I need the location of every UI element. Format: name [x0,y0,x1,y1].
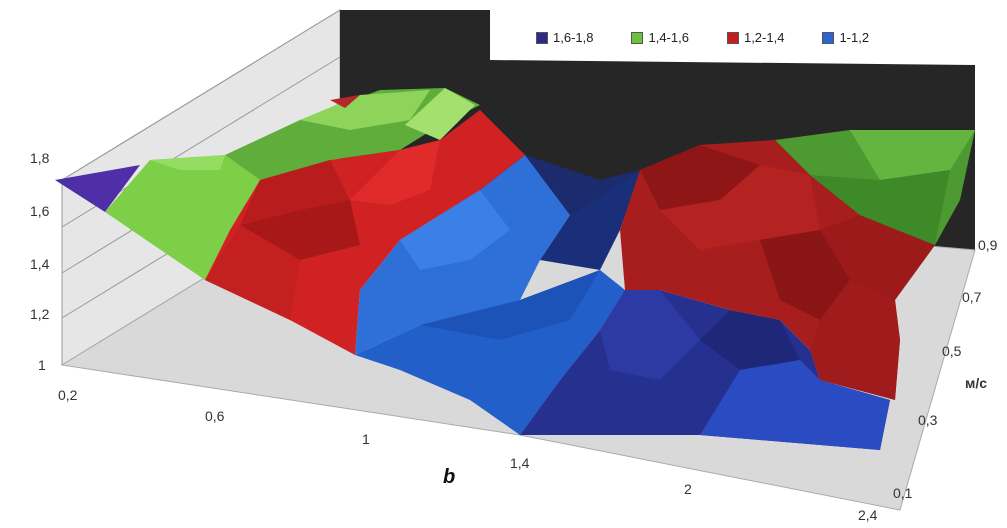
y-tick-label: 0,5 [942,343,962,359]
legend-item: 1,6-1,8 [536,30,593,45]
y-tick-label: 0,9 [978,237,998,253]
x-tick-label: 1 [362,431,370,447]
z-tick-label: 1,4 [30,256,50,272]
surface-patch [810,280,900,400]
z-tick-label: 1,6 [30,203,50,219]
x-tick-label: 2,4 [858,507,878,523]
surface-patch [850,130,975,180]
surface-patch [810,170,950,245]
legend-item: 1,4-1,6 [631,30,689,45]
y-tick-label: 0,7 [962,289,982,305]
surface-patch [600,290,700,380]
z-tick-label: 1 [38,357,46,373]
surface-patch [525,155,640,215]
surface-patch [205,225,300,320]
surface-patch [400,190,510,270]
legend: 1,6-1,8 1,4-1,6 1,2-1,4 1-1,2 [536,30,869,45]
legend-label: 1,2-1,4 [743,30,785,45]
surface-patch [700,360,890,450]
legend-swatch [726,31,739,44]
legend-label: 1-1,2 [839,30,870,45]
y-tick-label: 0,1 [893,485,913,501]
surface-patch [105,155,260,280]
surface-patch [330,95,360,108]
z-tick-label: 1,8 [30,150,50,166]
surface-patch [405,88,475,140]
x-tick-label: 1,4 [510,455,530,471]
surface-patch [540,170,640,270]
legend-swatch [536,31,548,44]
surface-patch [225,88,480,180]
x-tick-label: 0,2 [58,387,78,403]
z-tick-label: 1,2 [30,306,50,322]
y-tick-label: 0,3 [918,412,938,428]
surface-patch [240,160,350,225]
legend-swatch [631,31,644,44]
x-tick-label: 2 [684,481,692,497]
surface-patch [700,310,800,370]
legend-swatch [822,31,835,44]
surface-patch [760,230,850,320]
surface-patch [820,215,935,300]
y-axis-unit: м/с [965,375,988,391]
figure-caption: b [443,466,456,488]
surface-patch [55,165,140,212]
surface-patch [420,270,600,340]
x-tick-label: 0,6 [205,408,225,424]
legend-label: 1,4-1,6 [648,30,689,45]
surface-patch [300,90,430,130]
surface-patch [240,200,360,260]
legend-label: 1,6-1,8 [553,30,594,45]
surface-patch [660,165,820,250]
surface-patch [150,155,225,170]
surface-patch [640,145,760,210]
legend-item: 1-1,2 [822,30,869,45]
surface-patch [350,140,440,205]
legend-item: 1,2-1,4 [726,30,785,45]
